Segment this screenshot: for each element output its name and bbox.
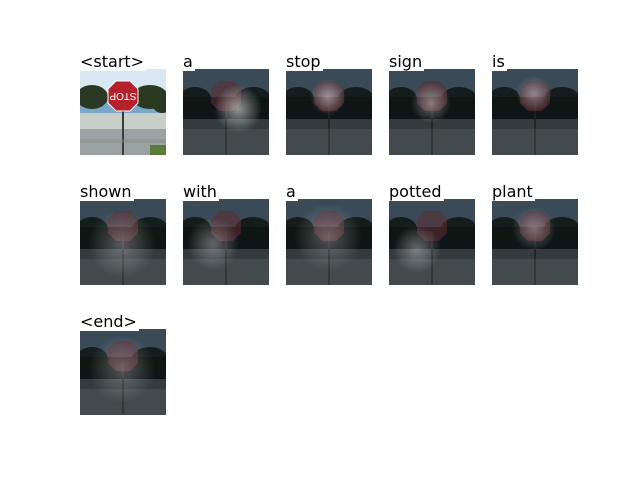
attention-overlay-image	[492, 199, 578, 285]
token-label: plant	[492, 182, 535, 201]
original-image: STOP	[80, 69, 166, 155]
attention-cell: with	[183, 183, 269, 285]
attention-overlay-image	[80, 199, 166, 285]
attention-overlay-image	[286, 69, 372, 155]
attention-map	[492, 199, 578, 285]
attention-cell: a	[286, 183, 372, 285]
attention-cell: a	[183, 53, 269, 155]
attention-overlay-image	[80, 329, 166, 415]
token-label: <end>	[80, 312, 139, 331]
attention-map	[80, 329, 166, 415]
attention-cell: STOP <start>	[80, 53, 166, 155]
attention-map	[286, 69, 372, 155]
attention-cell: shown	[80, 183, 166, 285]
attention-map	[286, 199, 372, 285]
attention-cell: is	[492, 53, 578, 155]
attention-overlay-image	[389, 69, 475, 155]
attention-overlay-image	[286, 199, 372, 285]
token-label: sign	[389, 52, 425, 71]
svg-text:STOP: STOP	[109, 90, 136, 101]
token-label: a	[286, 182, 298, 201]
token-label: a	[183, 52, 195, 71]
attention-map	[183, 69, 269, 155]
attention-map	[389, 199, 475, 285]
attention-overlay-image	[389, 199, 475, 285]
token-label: stop	[286, 52, 323, 71]
token-label: is	[492, 52, 507, 71]
attention-cell: <end>	[80, 313, 166, 415]
attention-overlay-image	[183, 199, 269, 285]
token-label: with	[183, 182, 219, 201]
attention-cell: sign	[389, 53, 475, 155]
attention-map	[389, 69, 475, 155]
original-photo: STOP	[80, 69, 166, 155]
attention-map	[80, 199, 166, 285]
attention-cell: plant	[492, 183, 578, 285]
attention-cell: stop	[286, 53, 372, 155]
attention-overlay-image	[492, 69, 578, 155]
attention-overlay-image	[183, 69, 269, 155]
token-label: shown	[80, 182, 134, 201]
token-label: <start>	[80, 52, 147, 71]
attention-cell: potted	[389, 183, 475, 285]
attention-map	[183, 199, 269, 285]
attention-map	[492, 69, 578, 155]
token-label: potted	[389, 182, 444, 201]
